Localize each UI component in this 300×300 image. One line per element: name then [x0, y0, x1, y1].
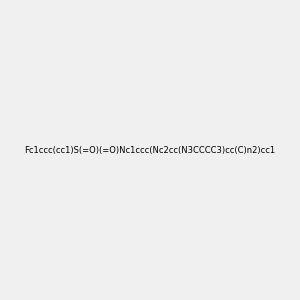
Text: Fc1ccc(cc1)S(=O)(=O)Nc1ccc(Nc2cc(N3CCCC3)cc(C)n2)cc1: Fc1ccc(cc1)S(=O)(=O)Nc1ccc(Nc2cc(N3CCCC3… — [24, 146, 276, 154]
